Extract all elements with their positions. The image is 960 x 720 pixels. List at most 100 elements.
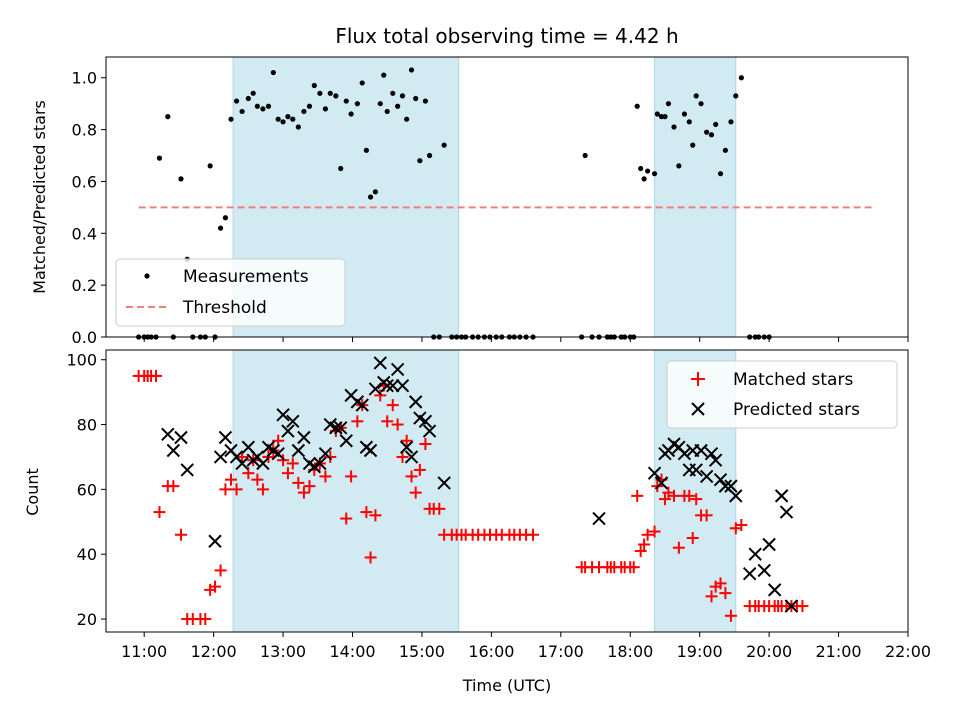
predicted-star-point <box>774 489 789 503</box>
predicted-marker-b <box>208 534 222 548</box>
matched-star-point <box>527 528 540 541</box>
measurement-point <box>245 95 251 102</box>
predicted-star-point <box>256 456 270 471</box>
bottom-x-ticks: 11:00 12:00 13:00 14:00 15:00 16:00 17:00 18:00… <box>121 632 931 661</box>
predicted-marker-b <box>281 424 295 438</box>
bottom-legend: Matched stars Predicted stars <box>666 360 898 429</box>
measurement-point <box>275 116 281 122</box>
predicted-star-point <box>694 443 708 458</box>
matched-star-point <box>369 509 382 522</box>
predicted-star-point <box>218 430 233 445</box>
measurement-point <box>260 106 266 112</box>
matched-star-point <box>262 450 275 463</box>
predicted-star-point <box>718 479 733 493</box>
predicted-marker-b <box>261 440 276 454</box>
measurement-point <box>399 93 406 99</box>
measurement-point <box>645 168 651 174</box>
measurement-point <box>395 103 401 109</box>
predicted-marker-b <box>166 443 181 458</box>
predicted-marker-b <box>161 427 175 441</box>
matched-star-point <box>419 438 432 450</box>
measurement-point <box>178 176 184 182</box>
predicted-star-point <box>592 511 606 526</box>
matched-star-point <box>230 483 243 496</box>
matched-star-point <box>405 470 418 483</box>
matched-star-point <box>667 489 680 502</box>
predicted-marker-b <box>399 440 414 454</box>
predicted-star-point <box>779 505 794 519</box>
measurement-point <box>217 225 224 231</box>
predicted-marker-b <box>286 414 300 429</box>
predicted-marker-b <box>180 463 194 477</box>
predicted-marker-b <box>218 430 233 445</box>
measurement-point <box>359 80 365 86</box>
measurement-point <box>733 93 739 99</box>
predicted-marker-b <box>250 450 265 464</box>
matched-star-point <box>167 480 180 493</box>
predicted-marker-b <box>302 456 317 471</box>
predicted-star-point <box>373 356 387 370</box>
threshold-legend-label: Threshold <box>182 298 267 318</box>
predicted-star-point <box>724 479 738 493</box>
observing-window <box>232 349 460 633</box>
matched-star-point <box>319 470 332 483</box>
chart-title: Flux total observing time = 4.42 h <box>335 24 678 48</box>
measurement-point <box>422 98 429 104</box>
predicted-marker-b <box>229 450 244 464</box>
matched-star-point <box>705 590 718 603</box>
predicted-star-point <box>318 447 333 461</box>
predicted-marker-b <box>647 466 662 480</box>
predicted-star-point <box>767 583 782 597</box>
predicted-marker-b <box>672 440 686 454</box>
measurement-point <box>306 103 313 109</box>
matched-star-point <box>658 493 671 506</box>
measurement-point <box>634 103 640 109</box>
x-tick-label: 20:00 <box>746 642 792 661</box>
measurement-point <box>738 75 744 81</box>
predicted-star-point <box>404 450 419 464</box>
matched-star-point <box>360 506 373 519</box>
predicted-marker-b <box>373 356 387 370</box>
bottom-y-ticks: 20 40 60 80 100 <box>66 351 106 629</box>
x-tick-label: 18:00 <box>607 642 653 661</box>
matched-star-point <box>292 476 305 489</box>
measurement-point <box>250 90 256 96</box>
predicted-marker-b <box>386 378 400 393</box>
top-y-ticks: 0.0 0.2 0.4 0.6 0.8 1.0 <box>72 69 106 347</box>
matched-star-point <box>433 502 446 515</box>
predicted-marker-b <box>713 472 728 487</box>
matched-star-point <box>364 551 377 564</box>
measurement-point <box>728 119 734 125</box>
matched-star-point <box>281 467 294 480</box>
measurement-point <box>654 111 660 117</box>
predicted-marker-b <box>748 547 762 561</box>
measurement-point <box>690 142 696 148</box>
predicted-marker-b <box>256 456 270 471</box>
predicted-marker-b <box>762 537 776 552</box>
predicted-marker-b <box>333 421 348 435</box>
predicted-marker-b <box>418 414 433 429</box>
top-panel: 0.0 0.2 0.4 0.6 0.8 1.0 Matched/Predicted sta… <box>30 56 909 347</box>
matched-star-point <box>719 587 732 600</box>
y-tick-label: 0.0 <box>72 328 97 347</box>
predicted-star-point <box>647 466 662 480</box>
predicted-star-point <box>689 463 703 477</box>
y-tick-label: 0.6 <box>72 172 97 191</box>
measurement-point <box>285 114 291 120</box>
measurement-point <box>222 215 229 221</box>
measurement-point <box>665 101 672 107</box>
bottom-y-axis-label: Count <box>23 468 42 516</box>
predicted-star-point <box>699 469 714 484</box>
predicted-star-point <box>748 547 762 561</box>
matched-star-point <box>386 399 399 412</box>
measurement-point <box>713 121 719 128</box>
measurement-point <box>708 132 715 138</box>
measurement-point <box>717 171 724 177</box>
x-tick-label: 15:00 <box>399 642 445 661</box>
predicted-marker-b <box>677 447 692 461</box>
predicted-star-point <box>390 362 405 377</box>
matched-star-point <box>277 454 290 467</box>
predicted-marker-b <box>291 443 306 458</box>
measurement-point <box>693 93 699 99</box>
